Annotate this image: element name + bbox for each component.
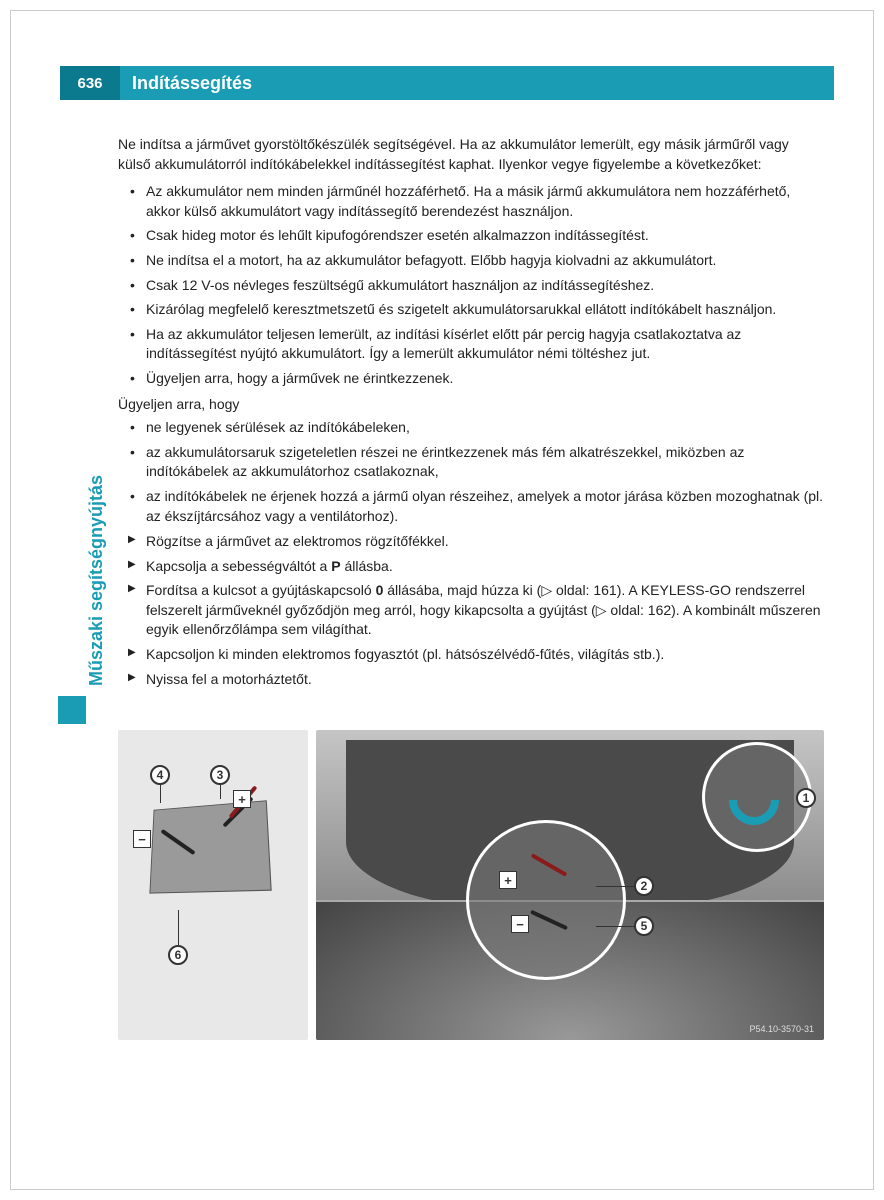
content-area: Ne indítsa a járművet gyorstöltőkészülék… — [118, 135, 824, 694]
terminal-minus: − — [133, 830, 151, 848]
sub-intro: Ügyeljen arra, hogy — [118, 395, 824, 415]
callout-6: 6 — [168, 945, 188, 965]
rotate-arrow-icon — [719, 765, 790, 836]
list-item: Csak 12 V-os névleges feszültségű akkumu… — [136, 276, 824, 296]
action-text: állásba. — [341, 558, 393, 574]
list-item: Ne indítsa el a motort, ha az akkumuláto… — [136, 251, 824, 271]
list-item: az indítókábelek ne érjenek hozzá a járm… — [136, 487, 824, 526]
side-tab-label: Műszaki segítségnyújtás — [86, 440, 107, 686]
action-text: Fordítsa a kulcsot a gyújtáskapcsoló — [146, 582, 376, 598]
action-item: Nyissa fel a motorháztetőt. — [136, 670, 824, 690]
bullet-list-1: Az akkumulátor nem minden járműnél hozzá… — [118, 182, 824, 388]
action-item: Rögzítse a járművet az elektromos rögzít… — [136, 532, 824, 552]
side-tab: Műszaki segítségnyújtás — [58, 440, 98, 720]
action-item: Kapcsolja a sebességváltót a P állásba. — [136, 557, 824, 577]
list-item: Kizárólag megfelelő keresztmetszetű és s… — [136, 300, 824, 320]
terminal-minus: − — [511, 915, 529, 933]
image-code: P54.10-3570-31 — [749, 1024, 814, 1034]
side-tab-block — [58, 696, 86, 724]
callout-1: 1 — [796, 788, 816, 808]
section-title: Indítássegítés — [120, 73, 252, 94]
list-item: ne legyenek sérülések az indítókábeleken… — [136, 418, 824, 438]
callout-5: 5 — [634, 916, 654, 936]
page-number: 636 — [60, 66, 120, 100]
figure-battery-panel: + − 4 3 6 — [118, 730, 308, 1040]
terminal-plus: + — [499, 871, 517, 889]
action-list: Rögzítse a járművet az elektromos rögzít… — [118, 532, 824, 689]
clamp-icon — [530, 910, 568, 931]
callout-line — [178, 910, 179, 946]
callout-line — [160, 785, 161, 803]
detail-circle-2: + − — [466, 820, 626, 980]
list-item: Ügyeljen arra, hogy a járművek ne érintk… — [136, 369, 824, 389]
action-item: Kapcsoljon ki minden elektromos fogyaszt… — [136, 645, 824, 665]
section-header: 636 Indítássegítés — [60, 66, 834, 100]
callout-3: 3 — [210, 765, 230, 785]
action-text: Kapcsolja a sebességváltót a — [146, 558, 331, 574]
battery-illustration — [149, 800, 271, 893]
figure-engine-panel: + − 1 2 5 P54.10-3570-31 — [316, 730, 824, 1040]
figure-container: + − 4 3 6 + − 1 2 5 P54.10-3570-31 — [118, 730, 824, 1040]
list-item: Ha az akkumulátor teljesen lemerült, az … — [136, 325, 824, 364]
list-item: Az akkumulátor nem minden járműnél hozzá… — [136, 182, 824, 221]
clamp-red-icon — [531, 853, 568, 876]
callout-line — [596, 886, 634, 887]
action-bold: P — [331, 558, 340, 574]
bullet-list-2: ne legyenek sérülések az indítókábeleken… — [118, 418, 824, 526]
callout-line — [220, 785, 221, 799]
callout-4: 4 — [150, 765, 170, 785]
terminal-plus: + — [233, 790, 251, 808]
list-item: Csak hideg motor és lehűlt kipufogórends… — [136, 226, 824, 246]
list-item: az akkumulátorsaruk szigeteletlen részei… — [136, 443, 824, 482]
callout-line — [596, 926, 634, 927]
callout-2: 2 — [634, 876, 654, 896]
action-item: Fordítsa a kulcsot a gyújtáskapcsoló 0 á… — [136, 581, 824, 640]
intro-paragraph: Ne indítsa a járművet gyorstöltőkészülék… — [118, 135, 824, 174]
